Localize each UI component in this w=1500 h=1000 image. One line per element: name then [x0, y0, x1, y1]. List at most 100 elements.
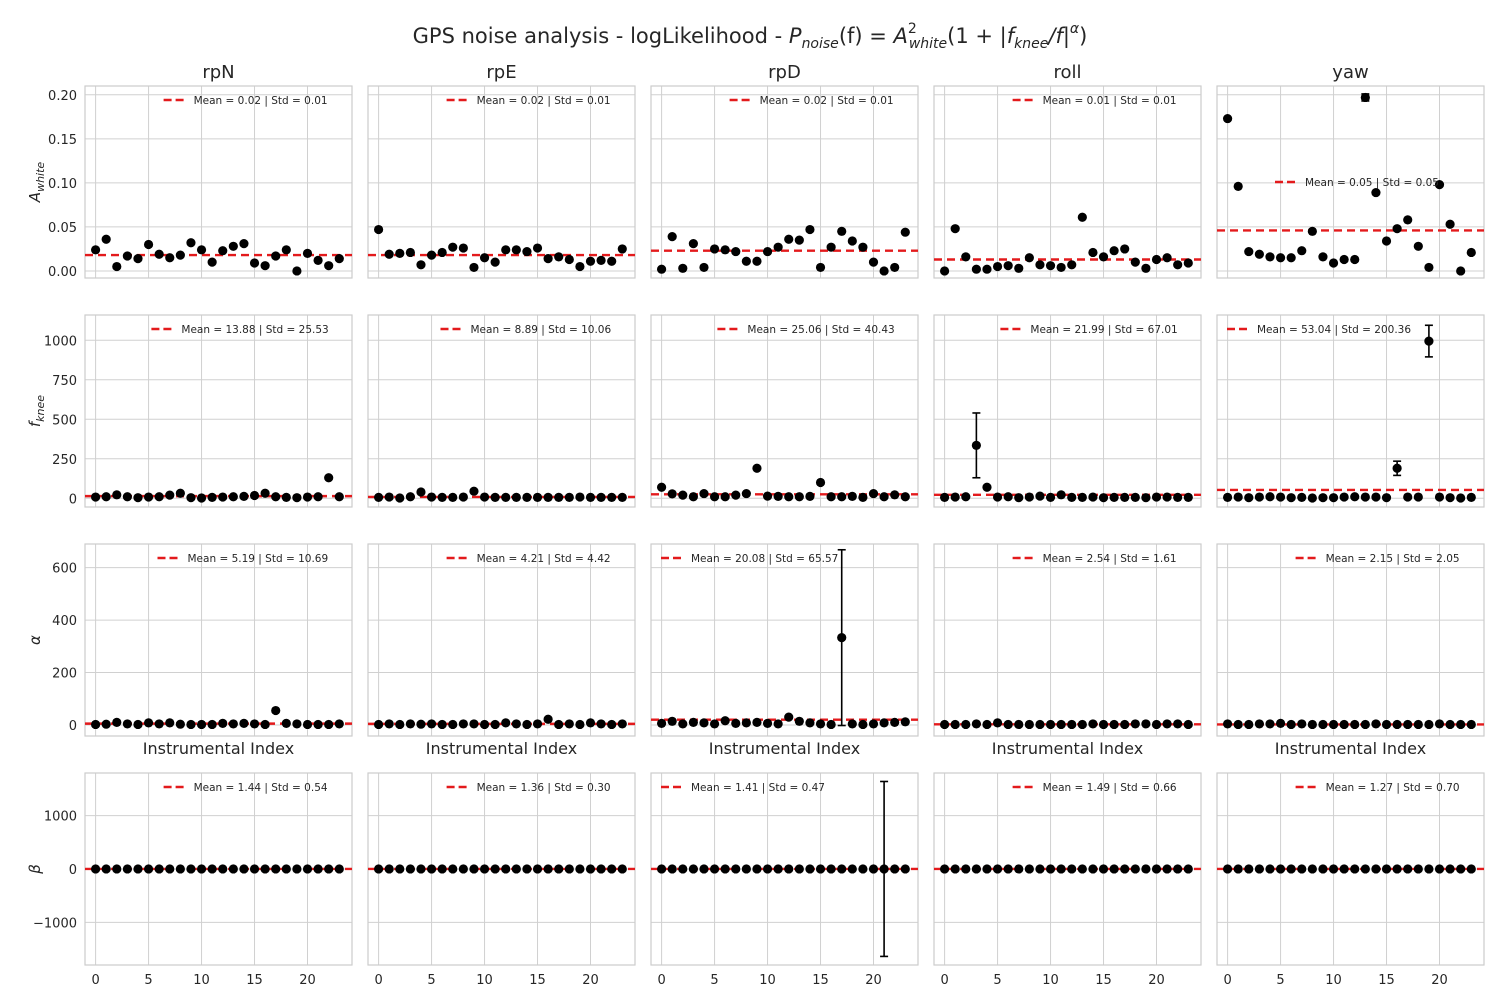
data-point [805, 491, 815, 502]
data-point [1392, 864, 1402, 874]
data-point [218, 246, 228, 256]
y-tick-label: 500 [52, 413, 77, 428]
data-point [334, 492, 344, 502]
data-point [1067, 864, 1077, 874]
data-point [384, 492, 394, 502]
data-point [1297, 492, 1307, 502]
y-tick-label: 0 [69, 492, 77, 507]
panel-frame [933, 543, 1202, 737]
data-point [1360, 719, 1370, 730]
data-point [794, 864, 804, 874]
legend-label: Mean = 4.21 | Std = 4.42 [477, 553, 611, 565]
data-point [334, 864, 344, 874]
legend-label: Mean = 2.54 | Std = 1.61 [1043, 553, 1177, 565]
data-point [554, 864, 564, 874]
data-point [186, 493, 196, 503]
panel: Mean = 0.02 | Std = 0.01 [367, 85, 636, 279]
data-point [1254, 249, 1264, 259]
data-point [112, 717, 122, 727]
data-point [1067, 492, 1077, 502]
x-tick-label: 0 [940, 973, 948, 988]
data-point [1035, 864, 1045, 874]
data-point [1307, 864, 1317, 874]
panel: Mean = 21.99 | Std = 67.01 [933, 314, 1202, 508]
data-point [1328, 864, 1339, 874]
panel: Mean = 25.06 | Std = 40.43 [650, 314, 919, 508]
data-point [667, 489, 677, 499]
data-point [1392, 719, 1402, 730]
x-tick-label: 20 [865, 973, 882, 988]
data-point [384, 719, 394, 729]
data-point [575, 719, 585, 730]
data-point [143, 239, 154, 250]
x-tick-label: 15 [812, 973, 829, 988]
data-point [154, 249, 164, 259]
data-point [762, 718, 773, 729]
data-point [688, 239, 698, 249]
data-point [1413, 719, 1423, 730]
data-point [858, 719, 868, 730]
data-point [1424, 262, 1434, 273]
data-point [479, 719, 490, 730]
legend-label: Mean = 1.49 | Std = 0.66 [1043, 782, 1177, 794]
data-point [900, 227, 910, 237]
legend-label: Mean = 5.19 | Std = 10.69 [188, 553, 329, 565]
data-point [784, 234, 794, 244]
data-point [1162, 253, 1172, 263]
data-point [1265, 252, 1275, 262]
data-point [143, 864, 154, 874]
data-point [699, 488, 709, 499]
data-point [1098, 864, 1109, 874]
x-tick-label: 20 [1431, 973, 1448, 988]
data-point [868, 488, 879, 499]
x-tick-label: 15 [246, 973, 263, 988]
data-point [543, 864, 553, 874]
data-point [575, 261, 585, 272]
data-point [469, 864, 479, 874]
legend-label: Mean = 1.44 | Std = 0.54 [194, 782, 328, 794]
data-point [479, 864, 490, 874]
data-point [815, 477, 826, 488]
data-point [522, 719, 532, 730]
data-point [1173, 492, 1183, 502]
data-point [1381, 493, 1392, 503]
data-point [511, 492, 521, 502]
data-point [596, 864, 606, 874]
panel: Mean = 0.05 | Std = 0.05 [1216, 85, 1485, 279]
data-point [1162, 492, 1172, 502]
y-tick-label: 0 [69, 719, 77, 734]
data-point [458, 492, 468, 502]
data-point [426, 719, 437, 729]
data-point [1024, 253, 1034, 263]
data-point [741, 718, 751, 728]
data-point [1339, 719, 1349, 730]
data-point [458, 719, 468, 729]
data-point [165, 718, 175, 728]
data-point [292, 493, 302, 503]
data-point [1339, 492, 1349, 502]
data-point [90, 864, 101, 874]
data-point [1222, 113, 1233, 124]
data-point [522, 246, 532, 257]
panel: Mean = 1.27 | Std = 0.70 [1216, 772, 1485, 966]
data-point [961, 719, 971, 730]
data-point [1024, 492, 1034, 502]
data-point [1275, 864, 1286, 874]
data-point [207, 492, 217, 502]
panel: Mean = 1.44 | Std = 0.54 [84, 772, 353, 966]
data-point [490, 492, 500, 502]
data-point [196, 493, 207, 503]
data-point [837, 633, 847, 643]
data-point [607, 864, 617, 874]
data-point [1233, 864, 1243, 874]
legend-label: Mean = 13.88 | Std = 25.53 [181, 324, 328, 336]
data-point [458, 243, 468, 253]
data-point [426, 250, 437, 260]
data-point [271, 705, 281, 716]
x-tick-label: 5 [993, 973, 1001, 988]
data-point [532, 864, 543, 874]
data-point [1445, 493, 1455, 503]
data-point [1392, 463, 1402, 473]
panel: Mean = 5.19 | Std = 10.69 [84, 543, 353, 737]
data-point [992, 261, 1003, 272]
